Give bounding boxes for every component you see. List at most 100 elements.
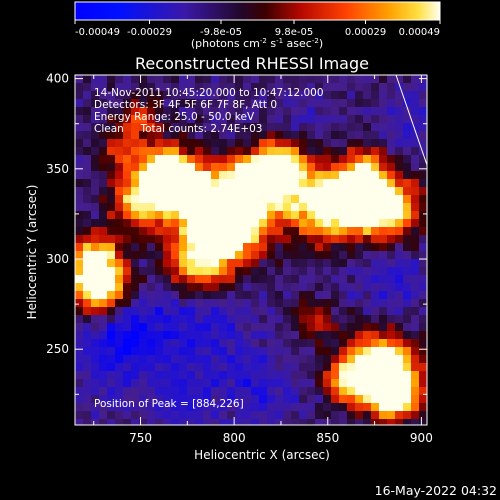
- heatmap-cell: [283, 187, 292, 196]
- heatmap-cell: [331, 363, 340, 372]
- heatmap-cell: [379, 219, 388, 228]
- heatmap-cell: [139, 251, 148, 260]
- heatmap-cell: [363, 147, 372, 156]
- heatmap-cell: [147, 219, 156, 228]
- heatmap-cell: [307, 275, 316, 284]
- heatmap-cell: [291, 235, 300, 244]
- heatmap-cell: [379, 235, 388, 244]
- heatmap-cell: [107, 275, 116, 284]
- heatmap-cell: [91, 323, 100, 332]
- heatmap-cell: [275, 267, 284, 276]
- heatmap-cell: [203, 339, 212, 348]
- heatmap-cell: [147, 323, 156, 332]
- heatmap-cell: [219, 227, 228, 236]
- heatmap-cell: [163, 275, 172, 284]
- heatmap-cell: [355, 179, 364, 188]
- heatmap-cell: [395, 347, 404, 356]
- heatmap-cell: [283, 323, 292, 332]
- heatmap-cell: [139, 155, 148, 164]
- heatmap-cell: [195, 179, 204, 188]
- heatmap-cell: [275, 307, 284, 316]
- heatmap-cell: [155, 403, 164, 412]
- heatmap-cell: [91, 83, 100, 92]
- heatmap-cell: [243, 411, 252, 420]
- heatmap-cell: [219, 243, 228, 252]
- heatmap-cell: [403, 203, 412, 212]
- heatmap-cell: [115, 355, 124, 364]
- heatmap-cell: [123, 179, 132, 188]
- heatmap-cell: [123, 315, 132, 324]
- heatmap-cell: [347, 339, 356, 348]
- heatmap-cell: [315, 307, 324, 316]
- heatmap-cell: [99, 235, 108, 244]
- heatmap-cell: [179, 99, 188, 108]
- heatmap-cell: [131, 379, 140, 388]
- heatmap-cell: [283, 339, 292, 348]
- heatmap-cell: [171, 219, 180, 228]
- heatmap-cell: [163, 195, 172, 204]
- heatmap-cell: [187, 355, 196, 364]
- heatmap-cell: [203, 147, 212, 156]
- heatmap-cell: [307, 339, 316, 348]
- heatmap-cell: [187, 251, 196, 260]
- heatmap-cell: [203, 307, 212, 316]
- heatmap-cell: [419, 155, 427, 164]
- heatmap-cell: [275, 219, 284, 228]
- heatmap-cell: [179, 411, 188, 420]
- heatmap-cell: [275, 123, 284, 132]
- heatmap-cell: [355, 339, 364, 348]
- heatmap-cell: [339, 411, 348, 420]
- heatmap-cell: [315, 203, 324, 212]
- heatmap-cell: [131, 259, 140, 268]
- heatmap-cell: [307, 251, 316, 260]
- heatmap-cell: [211, 355, 220, 364]
- heatmap-cell: [195, 99, 204, 108]
- heatmap-cell: [99, 147, 108, 156]
- heatmap-cell: [307, 211, 316, 220]
- heatmap-cell: [107, 107, 116, 116]
- heatmap-cell: [395, 323, 404, 332]
- heatmap-cell: [299, 299, 308, 308]
- heatmap-cell: [299, 419, 308, 425]
- heatmap-cell: [307, 219, 316, 228]
- heatmap-cell: [259, 339, 268, 348]
- heatmap-cell: [139, 259, 148, 268]
- heatmap-cell: [411, 235, 420, 244]
- heatmap-cell: [315, 339, 324, 348]
- heatmap-cell: [283, 267, 292, 276]
- heatmap-cell: [387, 379, 396, 388]
- heatmap-cell: [123, 299, 132, 308]
- heatmap-cell: [307, 387, 316, 396]
- heatmap-cell: [107, 75, 116, 84]
- heatmap-cell: [235, 131, 244, 140]
- heatmap-cell: [347, 187, 356, 196]
- heatmap-cell: [107, 235, 116, 244]
- heatmap-cell: [91, 91, 100, 100]
- heatmap-cell: [259, 363, 268, 372]
- heatmap-cell: [107, 363, 116, 372]
- heatmap-cell: [259, 371, 268, 380]
- heatmap-cell: [235, 75, 244, 84]
- heatmap-cell: [355, 235, 364, 244]
- annotation-energy: Energy Range: 25.0 - 50.0 keV: [94, 111, 255, 123]
- heatmap-cell: [195, 387, 204, 396]
- heatmap-cell: [211, 235, 220, 244]
- heatmap-cell: [147, 75, 156, 84]
- heatmap-cell: [291, 83, 300, 92]
- heatmap-cell: [195, 155, 204, 164]
- heatmap-cell: [123, 107, 132, 116]
- heatmap-cell: [123, 163, 132, 172]
- heatmap-cell: [131, 307, 140, 316]
- heatmap-cell: [403, 171, 412, 180]
- heatmap-cell: [315, 91, 324, 100]
- heatmap-cell: [195, 307, 204, 316]
- heatmap-cell: [99, 283, 108, 292]
- heatmap-cell: [411, 419, 420, 425]
- heatmap-cell: [403, 187, 412, 196]
- heatmap-cell: [379, 75, 388, 84]
- heatmap-cell: [99, 267, 108, 276]
- heatmap-cell: [387, 371, 396, 380]
- heatmap-cell: [291, 267, 300, 276]
- heatmap-cell: [331, 139, 340, 148]
- heatmap-cell: [315, 187, 324, 196]
